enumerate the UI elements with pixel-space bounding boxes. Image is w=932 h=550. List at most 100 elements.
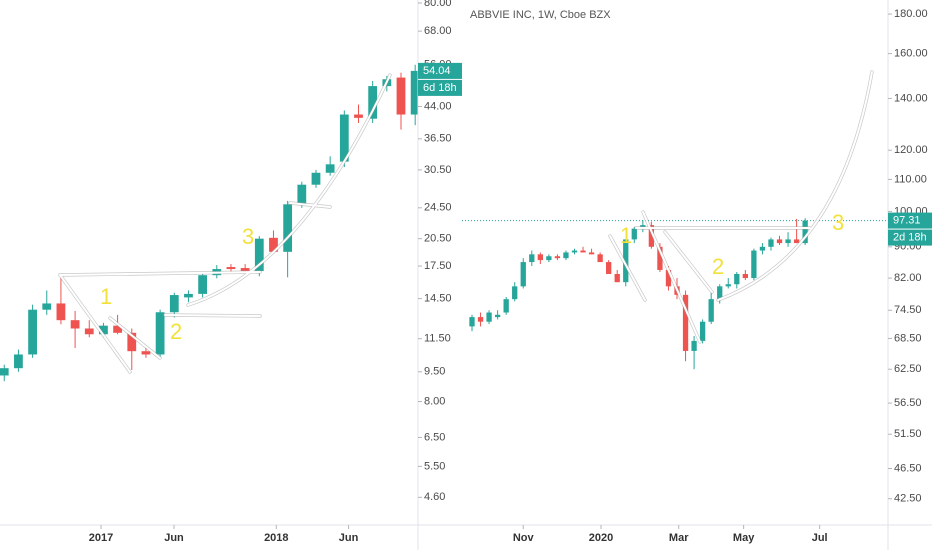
candle-body [691,340,697,351]
candle-body [734,273,740,285]
chart-title: ABBVIE INC, 1W, Cboe BZX [470,9,611,21]
candle-body [486,312,492,322]
plot [462,218,888,370]
y-tick-label: 5.50 [424,460,445,472]
candle-body [742,273,748,279]
y-tick-label: 20.50 [424,233,452,245]
annotation: 2 [170,319,182,344]
candle-body [56,303,66,321]
price-label: 97.31 [893,214,921,226]
candle-body [169,295,179,313]
candle-body [184,293,193,298]
candle-body [631,228,637,240]
candle-body [155,312,165,355]
x-tick-label: Mar [669,532,689,544]
y-tick-label: 68.00 [424,25,452,37]
x-tick-label: Jul [812,532,828,544]
candle-body [657,246,663,270]
candle-body [28,309,37,355]
candle-body [368,86,378,119]
candle-body [311,172,321,185]
y-tick-label: 4.60 [424,491,445,503]
candle-body [198,275,208,294]
candle-body [563,252,569,259]
candle-body [503,299,509,313]
x-tick-label: 2017 [89,532,113,544]
y-tick-label: 9.50 [424,366,445,378]
price-label-bg [418,62,462,79]
x-tick-label: Jun [339,532,359,544]
candle-body [648,225,655,247]
candle-body [477,317,484,322]
annotation: 3 [832,210,844,235]
candle-body [682,294,689,351]
candle-body [99,325,108,335]
y-tick-label: 180.00 [894,8,928,20]
candle-body [802,220,808,244]
candle-body [537,254,543,261]
candle-body [759,246,766,251]
annotation: 1 [100,284,112,309]
y-tick-label: 46.50 [894,462,922,474]
y-tick-label: 74.50 [894,304,922,316]
x-tick-label: 2018 [264,532,288,544]
y-tick-label: 36.50 [424,133,452,145]
trendlines [58,70,874,374]
y-tick-label: 42.50 [894,493,922,505]
y-tick-label: 56.50 [894,397,922,409]
countdown-bg [418,79,462,96]
candle-body [606,262,612,274]
candle-body [520,262,526,287]
candle-body [717,286,723,300]
candle-body [141,351,151,355]
candle-body [410,70,418,115]
candle-body [339,114,349,162]
y-tick-label: 6.50 [424,431,445,443]
candle-body [699,321,706,341]
y-tick-label: 68.50 [894,332,922,344]
candle-body [113,325,122,333]
y-tick-label: 51.50 [894,428,922,440]
candle-body [725,284,731,287]
y-tick-label: 14.50 [424,293,452,305]
candle-body [529,254,535,263]
candle-body [84,328,94,335]
candle-body [546,256,552,261]
candle-body [554,256,561,259]
candle-body [614,273,620,283]
candle-body [0,368,9,376]
candle-body [597,254,603,263]
candle-body [623,239,629,283]
y-tick-label: 30.50 [424,164,452,176]
plot [0,64,418,382]
candle-body [240,268,250,272]
y-tick-label: 11.50 [424,333,451,345]
candle-body [70,320,80,329]
y-tick-label: 8.00 [424,395,445,407]
y-tick-label: 140.00 [894,92,928,104]
candle-body [793,239,800,244]
y-tick-label: 80.00 [424,0,452,9]
candle-body [269,237,278,252]
candle-body [768,239,774,247]
candle-body [42,303,52,310]
candle-body [785,239,791,244]
x-tick-label: Jun [164,532,184,544]
candle-body [708,299,714,322]
candle-body [751,250,757,279]
candle-body [297,184,307,205]
candle-body [283,204,293,252]
candle-body [127,332,137,352]
annotation: 2 [712,254,724,279]
price-label-bg [888,212,932,229]
countdown-label: 2d 18h [893,231,927,243]
candle-body [512,286,518,300]
y-tick-label: 17.50 [424,260,452,272]
candle-body [776,239,783,244]
candle-body [494,314,501,318]
candle-body [588,252,595,255]
y-tick-label: 110.00 [894,173,927,185]
candle-body [354,114,363,118]
candle-body [226,267,236,270]
price-label: 54.04 [423,65,451,77]
